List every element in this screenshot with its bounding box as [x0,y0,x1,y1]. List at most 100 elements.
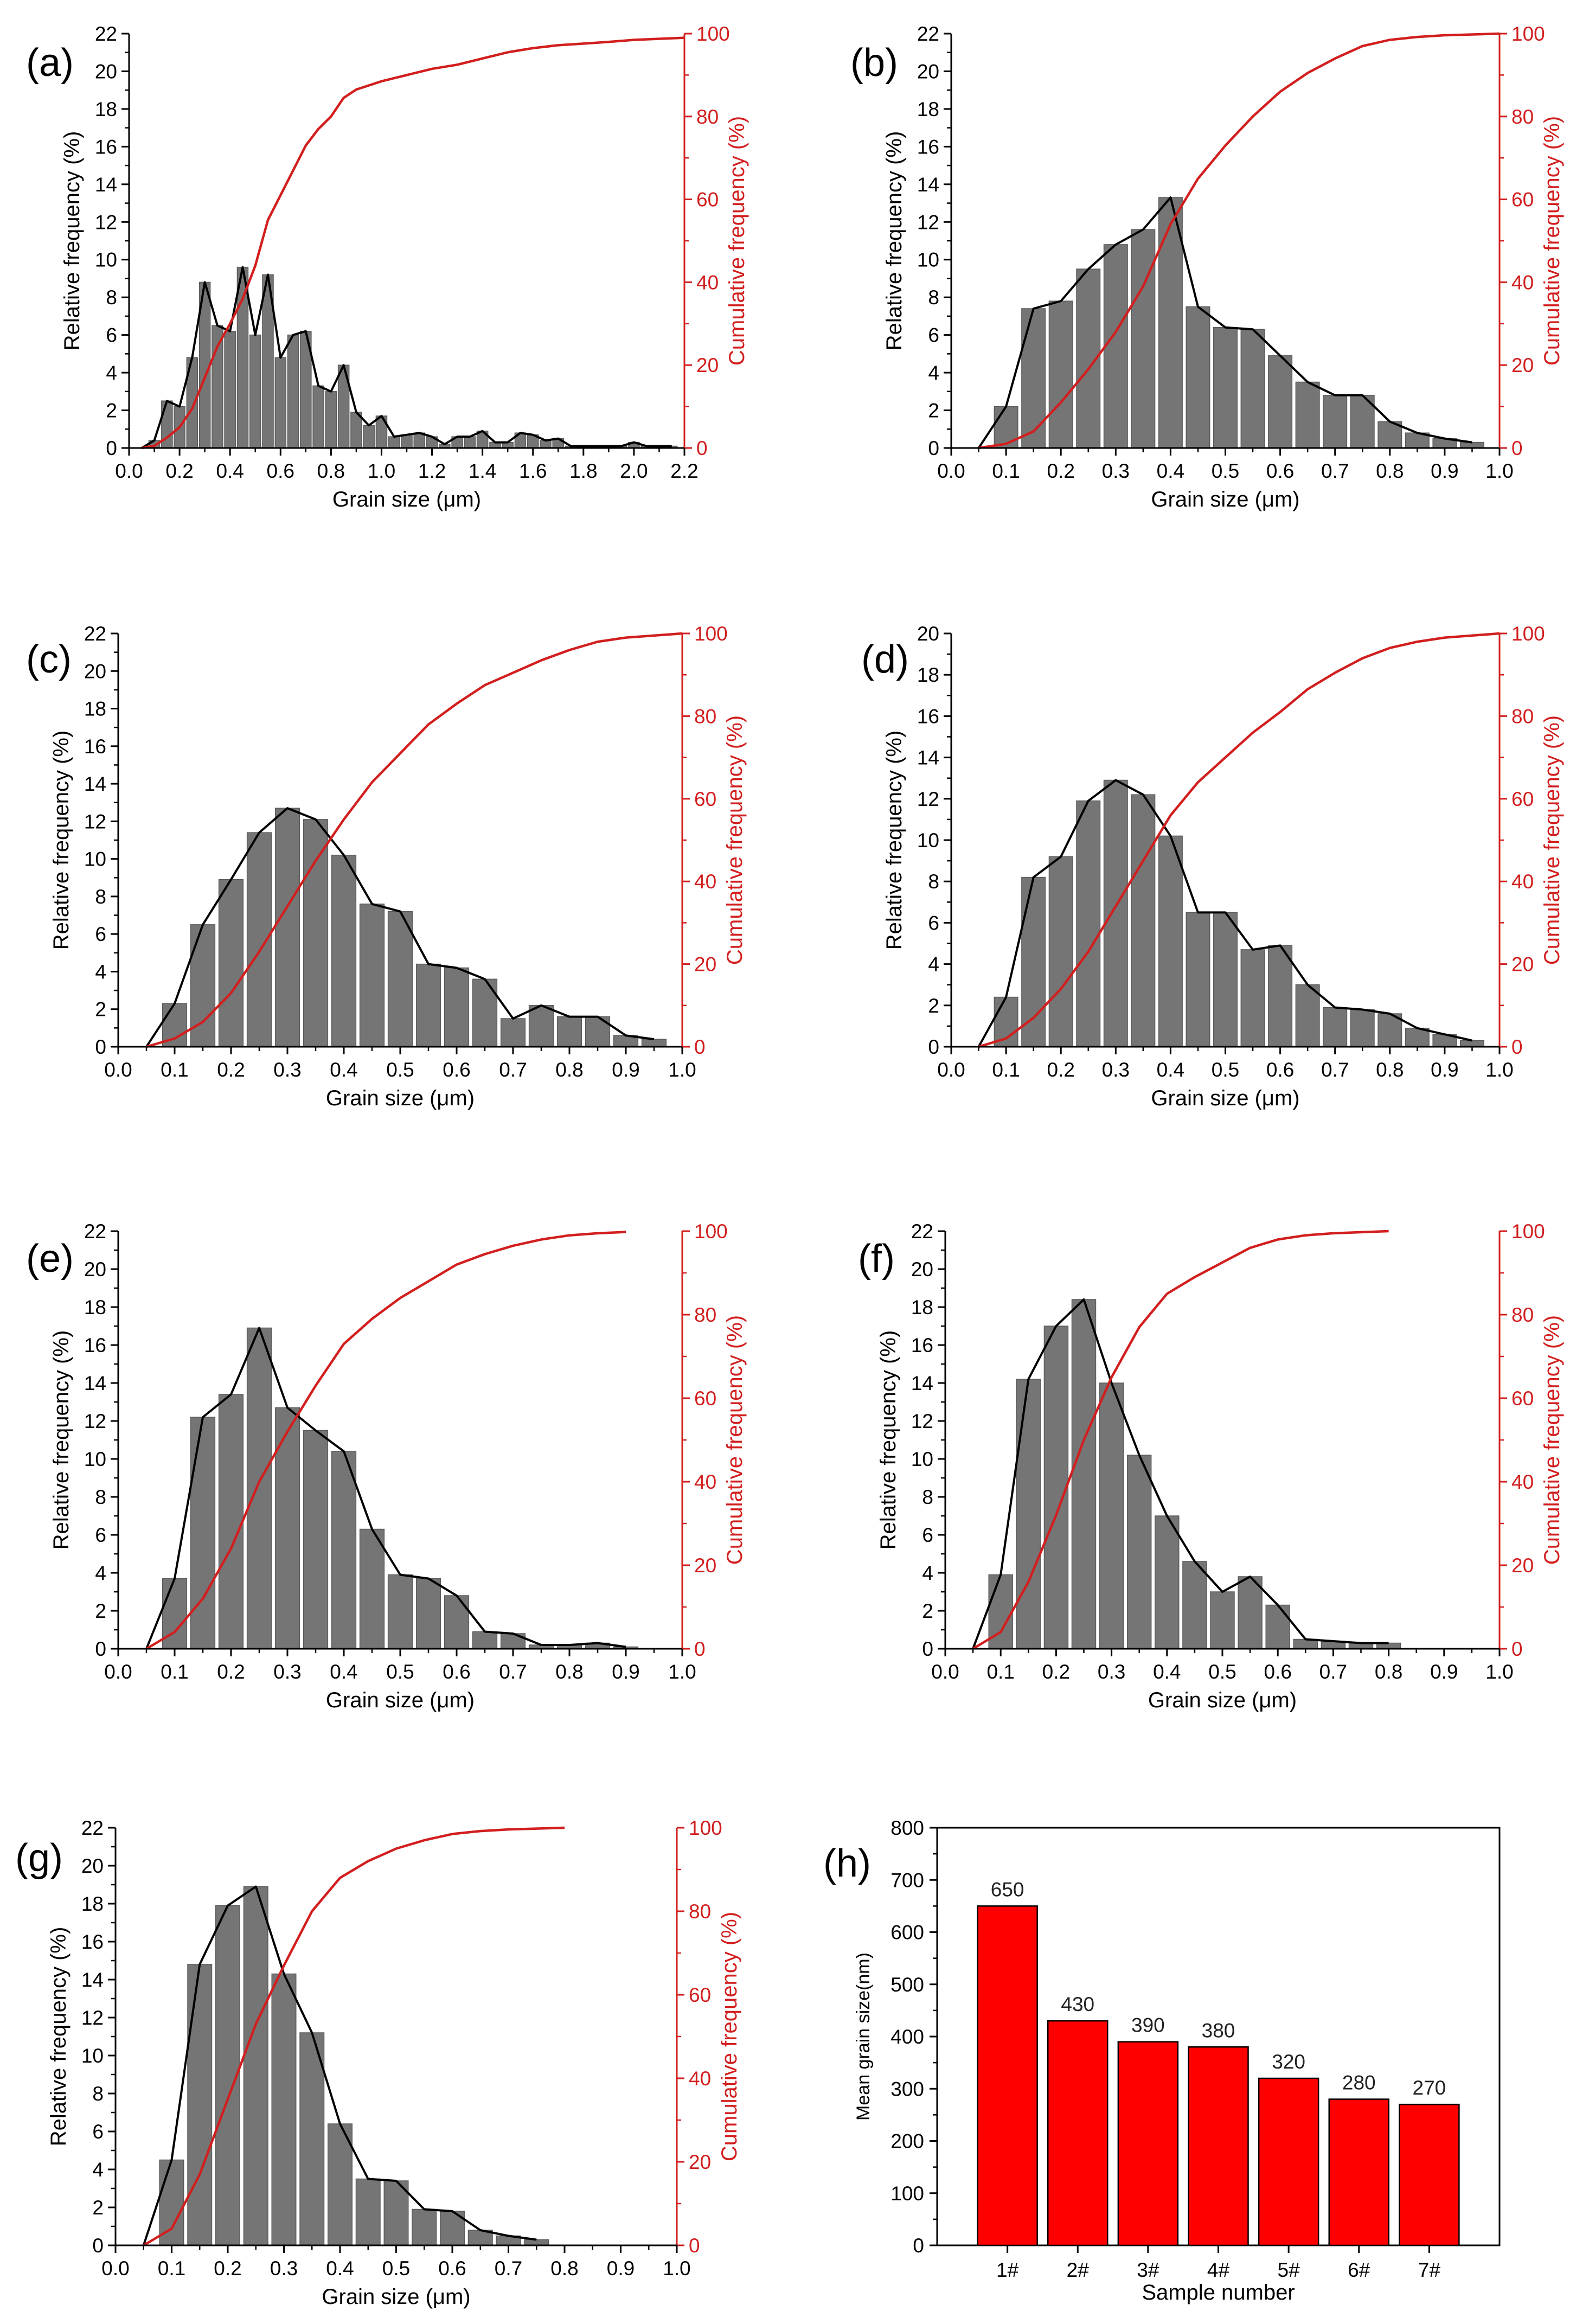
y-tick-label: 12 [917,211,939,233]
y-tick-label: 14 [84,1372,106,1394]
histogram-bar [473,1632,497,1649]
x-tick-label: 1.0 [668,1059,696,1081]
x-tick-label: 1.0 [668,1661,696,1683]
mean-grain-size-bar [1329,2099,1389,2246]
y2-tick-label: 20 [1511,1554,1534,1577]
y-axis-left-title: Relative frequency (%) [47,1927,71,2147]
bar-series [163,808,667,1047]
panel-d: (d)02468101214161820Relative frequency (… [861,623,1564,1110]
histogram-bar [250,335,261,448]
y2-tick-label: 80 [689,1900,711,1923]
bar-value-label: 320 [1272,2051,1305,2073]
y-tick-label: 0 [928,437,939,459]
histogram-bar [1241,950,1264,1047]
y-tick-label: 18 [95,98,117,120]
x-tick-label: 0.6 [1266,460,1294,482]
y-tick-label: 700 [890,1869,924,1891]
histogram-bar [1016,1379,1040,1649]
x-tick-label: 0.1 [161,1661,188,1683]
y-axis-left-title: Relative frequency (%) [60,131,84,351]
panel-g: (g)0246810121416182022Relative frequency… [15,1817,741,2309]
x-tick-label: 0.3 [273,1661,301,1683]
x-tick-label: 0.9 [612,1059,639,1081]
y-tick-label: 14 [911,1372,933,1394]
y-tick-label: 22 [911,1220,933,1243]
histogram-bar [1238,1577,1262,1649]
histogram-bar [288,335,299,448]
x-tick-label: 0.0 [937,1059,965,1081]
y-tick-label: 10 [84,848,106,870]
y-tick-label: 2 [95,998,106,1021]
x-tick-label: 0.1 [986,1661,1014,1683]
bar-series [994,197,1484,448]
histogram-bar [360,1529,385,1649]
y-axis-left-title: Relative frequency (%) [49,1330,73,1550]
histogram-bar [1210,1592,1234,1649]
histogram-bar [1127,1455,1151,1649]
y-axis-right-title: Cumulative frequency (%) [1540,116,1564,366]
y-tick-label: 4 [106,362,117,384]
y-tick-label: 400 [890,2026,924,2048]
y2-tick-label: 40 [689,2067,711,2090]
y-axis-right-title: Cumulative frequency (%) [717,1912,741,2161]
x-tick-label: 0.7 [1321,460,1349,482]
y-tick-label: 4 [928,953,939,976]
panel-h: (h) 0 100 200 300 400 500 600 700 800 650 1# 430 2# 39… [823,1817,1500,2304]
histogram-bar [300,2033,324,2245]
y2-tick-label: 80 [694,1304,716,1326]
histogram-bar [219,1394,244,1649]
mean-grain-size-bar [1399,2104,1459,2245]
histogram-bar [272,1974,296,2246]
x-tick-label: 0.1 [992,460,1020,482]
y-tick-label: 2 [92,2197,104,2219]
histogram-bar [1104,780,1127,1047]
x-tick-label: 0.6 [1264,1661,1291,1683]
histogram-bar [412,2210,437,2246]
histogram-bar [275,1408,300,1649]
histogram-bar [1155,1516,1179,1649]
panel-label: (b) [850,41,898,85]
histogram-bar [1159,836,1182,1047]
x-tick-label: 0.8 [1375,1661,1402,1683]
x-tick-label: 0.3 [1102,460,1130,482]
y2-tick-label: 20 [694,953,716,976]
histogram-bar [1100,1383,1124,1649]
y2-tick-label: 80 [1511,1304,1534,1326]
x-tick-label: 0.4 [326,2257,354,2280]
x-axis-title: Grain size (μm) [322,2285,470,2309]
y-tick-label: 10 [917,829,939,852]
histogram-bar [558,1017,582,1047]
y2-tick-label: 100 [1511,1220,1545,1243]
y-axis-left-title: Relative frequency (%) [876,1330,900,1550]
histogram-bar [445,968,469,1047]
histogram-bar [1460,443,1484,448]
y2-tick-label: 80 [694,705,716,727]
y-tick-label: 22 [917,23,939,45]
histogram-bar [1104,245,1127,448]
histogram-bar [1214,328,1237,448]
histogram-bar [1183,1561,1207,1649]
bar-value-label: 380 [1202,2019,1235,2041]
y-axis-left-title: Relative frequency (%) [882,731,906,950]
x-tick-label: 0.4 [1157,1059,1184,1081]
x-tick-label: 2.2 [670,460,698,482]
y2-tick-label: 40 [696,271,719,293]
x-tick-label: 0.8 [555,1661,583,1683]
histogram-bar [237,267,248,448]
y-tick-label: 2 [928,400,939,422]
histogram-bar [1214,912,1237,1047]
x-tick-label: 1.0 [1485,460,1513,482]
x-tick-label: 1.0 [1485,1661,1513,1683]
x-tick-label: 0.6 [443,1059,470,1081]
x-tick-label: 0.7 [1321,1059,1349,1081]
figure-canvas: (a)0246810121416182022Relative frequency… [0,0,1589,2324]
bar-series [159,1887,548,2246]
x-axis-title: Sample number [1142,2281,1295,2304]
histogram-bar [1266,1605,1290,1649]
histogram-bar [1241,329,1264,448]
y-tick-label: 18 [917,98,939,120]
histogram-bar [219,880,244,1047]
x-axis-title: Grain size (μm) [326,1688,475,1712]
y-tick-label: 2 [106,400,117,422]
y-tick-label: 18 [911,1296,933,1318]
